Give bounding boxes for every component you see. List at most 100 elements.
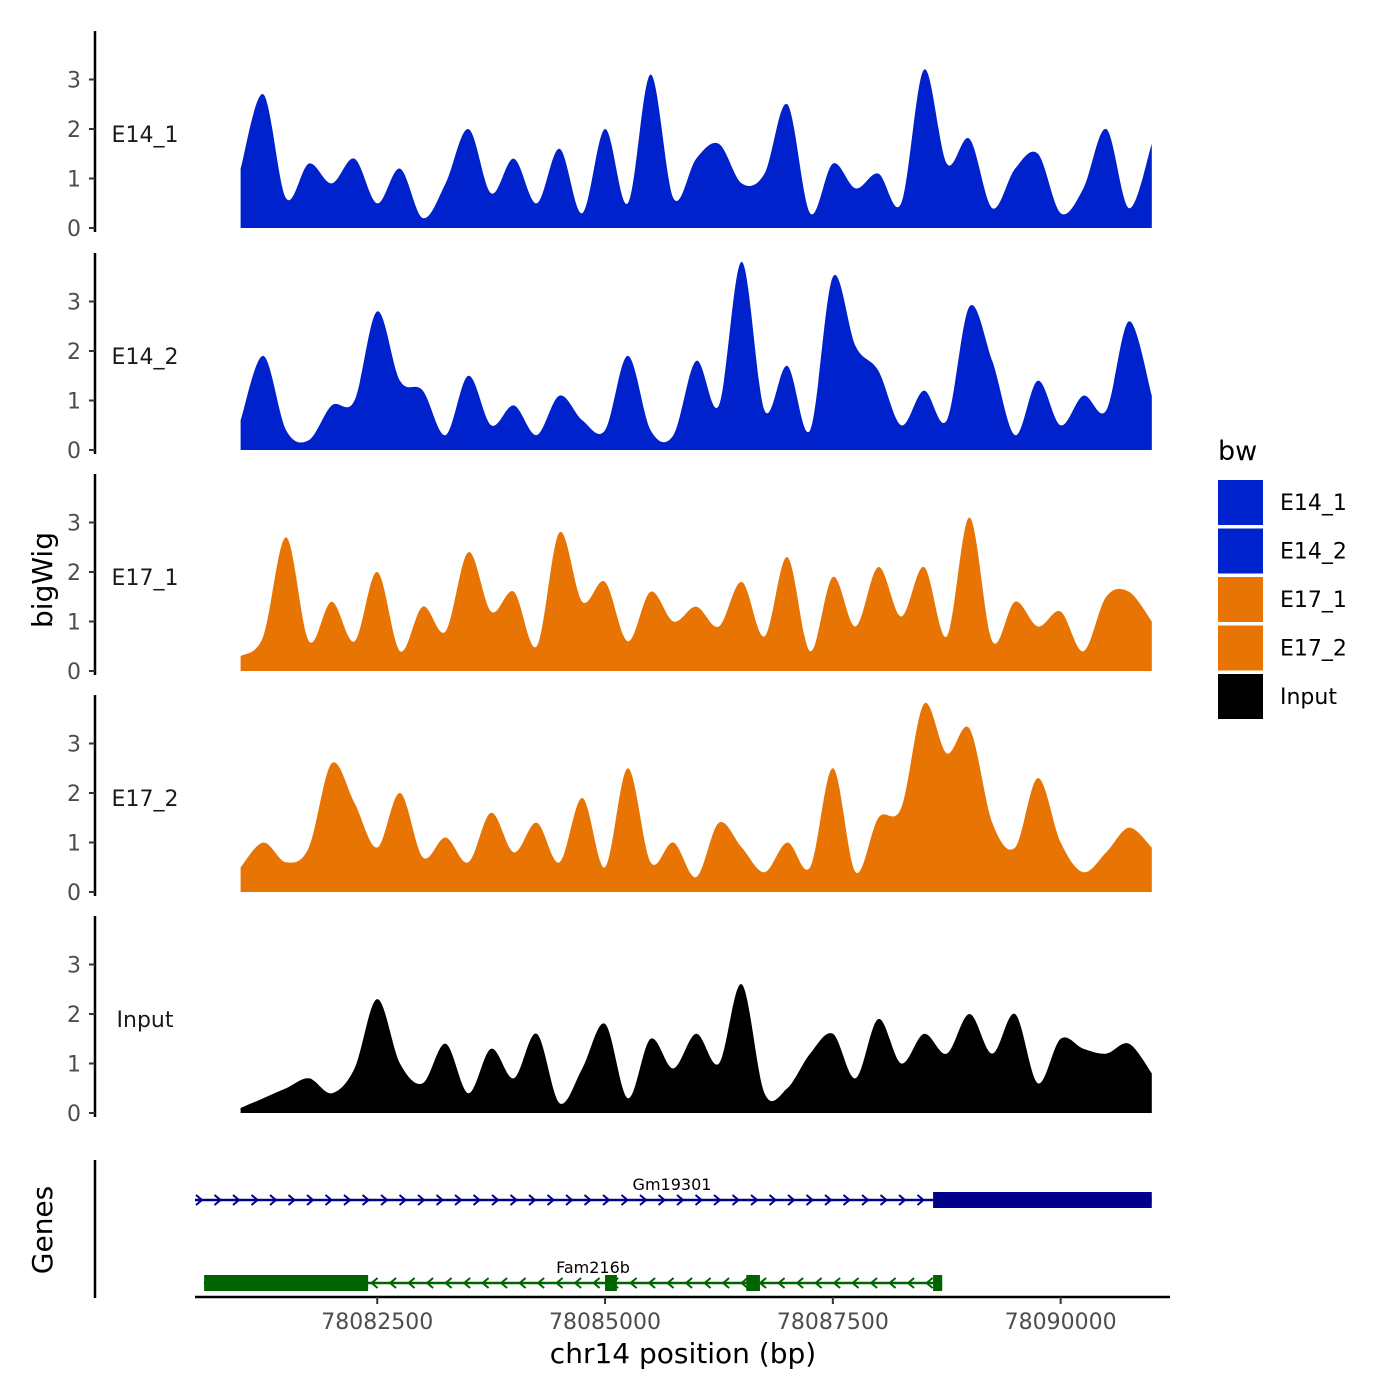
strand-chevron-fam216b: [629, 1277, 638, 1289]
coverage-area-input: [240, 984, 1152, 1113]
strand-chevron-fam216b: [925, 1277, 934, 1289]
gene-gm19301: Gm19301: [195, 1175, 1152, 1208]
genes-track: Gm19301 Fam216b: [93, 1160, 1152, 1298]
x-tick-label-78082500: 78082500: [321, 1310, 433, 1335]
track-e17-1: 0 1 2 3 E17_1: [67, 474, 1152, 685]
strand-chevron-fam216b: [684, 1277, 693, 1289]
strand-chevron-gm19301: [768, 1194, 778, 1206]
genes-track-label: Genes: [26, 1186, 59, 1274]
strand-chevron-gm19301: [472, 1194, 482, 1206]
y-tick-label-e14-1-3: 3: [67, 69, 81, 94]
strand-chevron-gm19301: [546, 1194, 556, 1206]
strand-chevron-gm19301: [824, 1194, 833, 1206]
strand-chevron-gm19301: [639, 1194, 648, 1206]
gene-fam216b: Fam216b: [203, 1258, 943, 1291]
strand-chevron-fam216b: [370, 1277, 379, 1289]
strand-chevron-fam216b: [481, 1277, 490, 1289]
strand-chevron-gm19301: [565, 1194, 574, 1206]
y-tick-label-e17-1-2: 2: [67, 561, 81, 586]
coverage-area-e17-1: [240, 517, 1152, 671]
strand-chevron-gm19301: [213, 1194, 223, 1206]
track-input: 0 1 2 3 Input: [67, 916, 1152, 1127]
y-tick-label-e17-1-1: 1: [67, 611, 81, 636]
y-tick-label-input-0: 0: [67, 1102, 81, 1127]
y-tick-label-input-3: 3: [67, 954, 81, 979]
strand-chevron-gm19301: [435, 1194, 445, 1206]
exon-fam216b-4: [933, 1275, 943, 1291]
track-e14-1: 0 1 2 3 E14_1: [67, 31, 1152, 242]
strand-chevron-fam216b: [814, 1277, 823, 1289]
exon-fam216b-3: [746, 1275, 760, 1291]
strand-chevron-gm19301: [324, 1194, 334, 1206]
y-tick-label-e14-2-2: 2: [67, 340, 81, 365]
strand-chevron-fam216b: [518, 1277, 527, 1289]
strand-chevron-gm19301: [694, 1194, 704, 1206]
strand-chevron-gm19301: [916, 1194, 926, 1206]
strand-chevron-fam216b: [407, 1277, 416, 1289]
strand-chevron-fam216b: [721, 1277, 730, 1289]
strand-chevron-gm19301: [805, 1194, 815, 1206]
y-tick-label-e14-1-2: 2: [67, 118, 81, 143]
gene-label-gm19301: Gm19301: [633, 1175, 712, 1194]
strand-chevron-fam216b: [740, 1277, 749, 1289]
strand-chevron-fam216b: [777, 1277, 786, 1289]
strand-chevron-gm19301: [287, 1194, 297, 1206]
strand-chevron-gm19301: [269, 1194, 278, 1206]
track-e14-2: 0 1 2 3 E14_2: [67, 253, 1152, 464]
strand-chevron-fam216b: [555, 1277, 564, 1289]
y-tick-label-e17-2-0: 0: [67, 881, 81, 906]
y-tick-label-e14-1-0: 0: [67, 217, 81, 242]
y-tick-label-input-1: 1: [67, 1053, 81, 1078]
gene-label-fam216b: Fam216b: [556, 1258, 630, 1277]
exon-gm19301-1: [933, 1192, 1152, 1208]
strand-chevron-gm19301: [787, 1194, 796, 1206]
exon-fam216b-1: [204, 1275, 369, 1291]
strand-chevron-fam216b: [647, 1277, 656, 1289]
strand-chevron-gm19301: [491, 1194, 500, 1206]
legend: bw E14_1 E14_2 E17_1 E17_2 Input: [1218, 436, 1347, 719]
y-tick-label-e14-2-1: 1: [67, 390, 81, 415]
strand-chevron-fam216b: [888, 1277, 897, 1289]
strand-chevron-fam216b: [666, 1277, 675, 1289]
strand-chevron-fam216b: [425, 1277, 434, 1289]
strand-chevron-fam216b: [536, 1277, 545, 1289]
exon-fam216b-2: [605, 1275, 617, 1291]
strand-chevron-gm19301: [454, 1194, 463, 1206]
track-label-e17-2: E17_2: [112, 787, 179, 812]
track-e17-2: 0 1 2 3 E17_2: [67, 695, 1152, 906]
strand-chevron-gm19301: [583, 1194, 593, 1206]
track-label-e14-1: E14_1: [112, 123, 179, 148]
x-tick-label-78090000: 78090000: [1005, 1310, 1117, 1335]
strand-chevron-gm19301: [398, 1194, 408, 1206]
strand-chevron-gm19301: [306, 1194, 315, 1206]
track-label-e17-1: E17_1: [112, 566, 179, 591]
strand-chevron-gm19301: [676, 1194, 685, 1206]
tracks-layer: 0 1 2 3 E14_1 0 1 2 3 E14_2 0 1 2 3 E17_1 0 1 2 3 E17_2 0 1 2 3…: [67, 31, 1152, 1127]
strand-chevron-fam216b: [795, 1277, 804, 1289]
y-tick-label-input-2: 2: [67, 1003, 81, 1028]
x-axis: 78082500 78085000 78087500 78090000: [195, 1295, 1170, 1335]
legend-swatch-e14-1: [1218, 480, 1263, 525]
strand-chevron-fam216b: [703, 1277, 712, 1289]
track-label-input: Input: [117, 1008, 174, 1033]
legend-label-input: Input: [1280, 685, 1337, 710]
strand-chevron-fam216b: [851, 1277, 860, 1289]
strand-chevron-gm19301: [509, 1194, 519, 1206]
y-tick-label-e14-1-1: 1: [67, 168, 81, 193]
strand-chevron-gm19301: [528, 1194, 537, 1206]
coverage-area-e14-2: [240, 261, 1152, 450]
strand-chevron-gm19301: [417, 1194, 426, 1206]
x-tick-label-78085000: 78085000: [549, 1310, 661, 1335]
legend-swatch-e14-2: [1218, 528, 1263, 574]
strand-chevron-fam216b: [906, 1277, 915, 1289]
strand-chevron-gm19301: [195, 1194, 204, 1206]
strand-chevron-gm19301: [713, 1194, 722, 1206]
legend-label-e14-2: E14_2: [1280, 540, 1347, 565]
legend-swatch-e17-1: [1218, 577, 1263, 622]
y-tick-label-e17-2-2: 2: [67, 782, 81, 807]
strand-chevron-gm19301: [380, 1194, 389, 1206]
strand-chevron-gm19301: [879, 1194, 889, 1206]
strand-chevron-fam216b: [869, 1277, 878, 1289]
strand-chevron-fam216b: [573, 1277, 582, 1289]
